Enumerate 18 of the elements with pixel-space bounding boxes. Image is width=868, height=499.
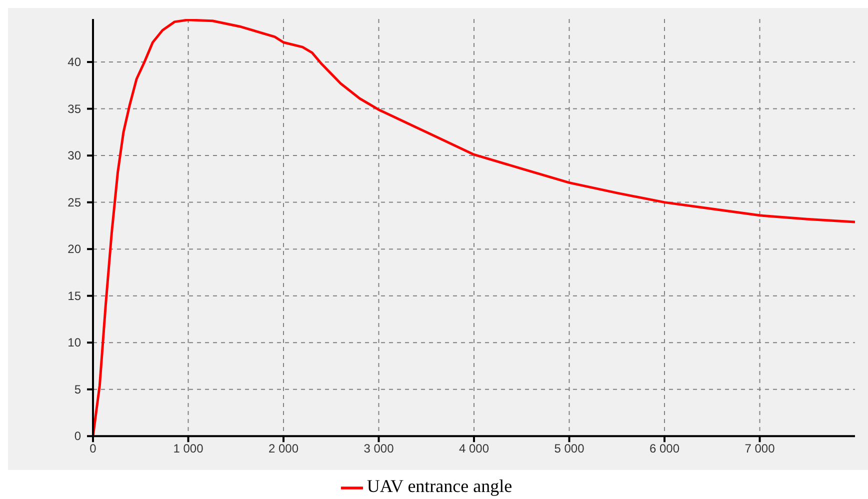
x-tick-label: 6 000 bbox=[649, 442, 680, 456]
legend-label: UAV entrance angle bbox=[366, 476, 512, 496]
x-tick-label: 5 000 bbox=[554, 442, 585, 456]
y-tick-label: 15 bbox=[68, 288, 82, 303]
x-tick-label: 0 bbox=[90, 442, 97, 456]
y-tick-label: 35 bbox=[68, 102, 82, 116]
y-tick-label: 40 bbox=[68, 55, 82, 70]
y-tick-label: 10 bbox=[68, 336, 82, 350]
y-tick-label: 25 bbox=[68, 195, 82, 210]
x-tick-label: 2 000 bbox=[268, 442, 299, 456]
y-tick-label: 30 bbox=[68, 148, 82, 163]
x-tick-label: 3 000 bbox=[364, 442, 394, 456]
y-tick-label: 5 bbox=[74, 382, 82, 396]
x-tick-label: 1 000 bbox=[173, 442, 204, 456]
x-tick-label: 4 000 bbox=[458, 442, 490, 456]
y-tick-label: 0 bbox=[74, 429, 82, 444]
x-tick-label: 7 000 bbox=[744, 442, 776, 456]
y-tick-label: 20 bbox=[68, 242, 82, 256]
